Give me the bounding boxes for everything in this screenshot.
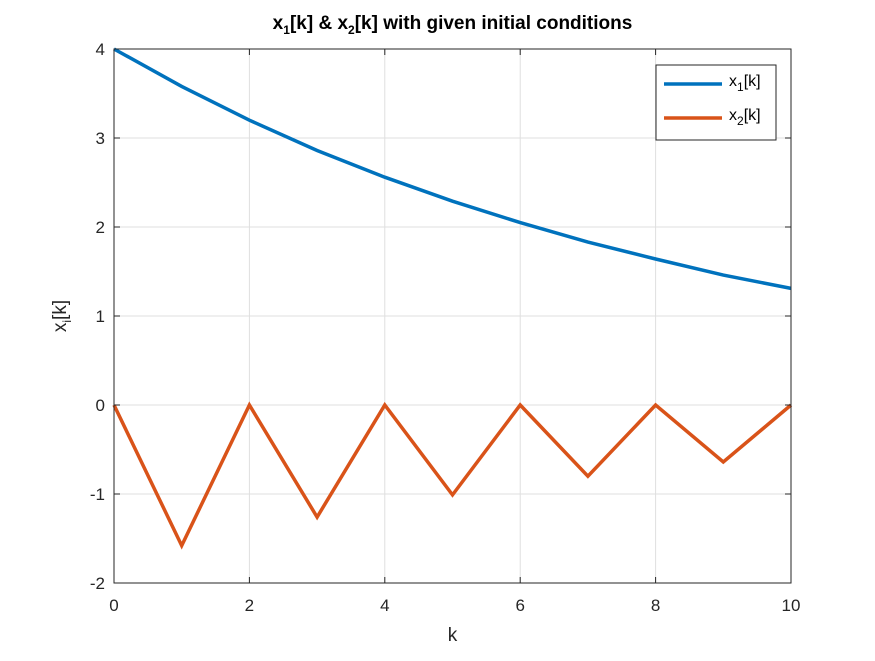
y-tick-label: 1 (96, 307, 105, 326)
legend-box (655, 64, 777, 141)
legend: x1[k] x2[k] (655, 64, 777, 141)
y-tick-label: -2 (90, 574, 105, 593)
x-tick-label: 0 (109, 596, 118, 615)
series-layer (112, 47, 793, 550)
y-tick-label: -1 (90, 485, 105, 504)
y-tick-label: 3 (96, 129, 105, 148)
x-tick-label: 8 (651, 596, 660, 615)
x-tick-label: 6 (515, 596, 524, 615)
legend-entry-x2: x2[k] (729, 107, 761, 128)
chart-title: x1[k] & x2[k] with given initial conditi… (273, 13, 633, 37)
x-tick-label: 2 (245, 596, 254, 615)
x-tick-label: 10 (782, 596, 801, 615)
y-axis-label: xi[k] (50, 300, 74, 332)
x-axis-label: k (448, 625, 458, 646)
ticks: 0 2 4 6 8 10 -2 -1 0 1 2 3 4 (90, 40, 801, 615)
series-line-x2 (112, 401, 793, 550)
y-tick-label: 4 (96, 40, 105, 59)
legend-entry-x1: x1[k] (729, 73, 761, 94)
y-tick-label: 0 (96, 396, 105, 415)
y-tick-label: 2 (96, 218, 105, 237)
series-line-x1 (113, 47, 792, 291)
x-tick-label: 4 (380, 596, 389, 615)
